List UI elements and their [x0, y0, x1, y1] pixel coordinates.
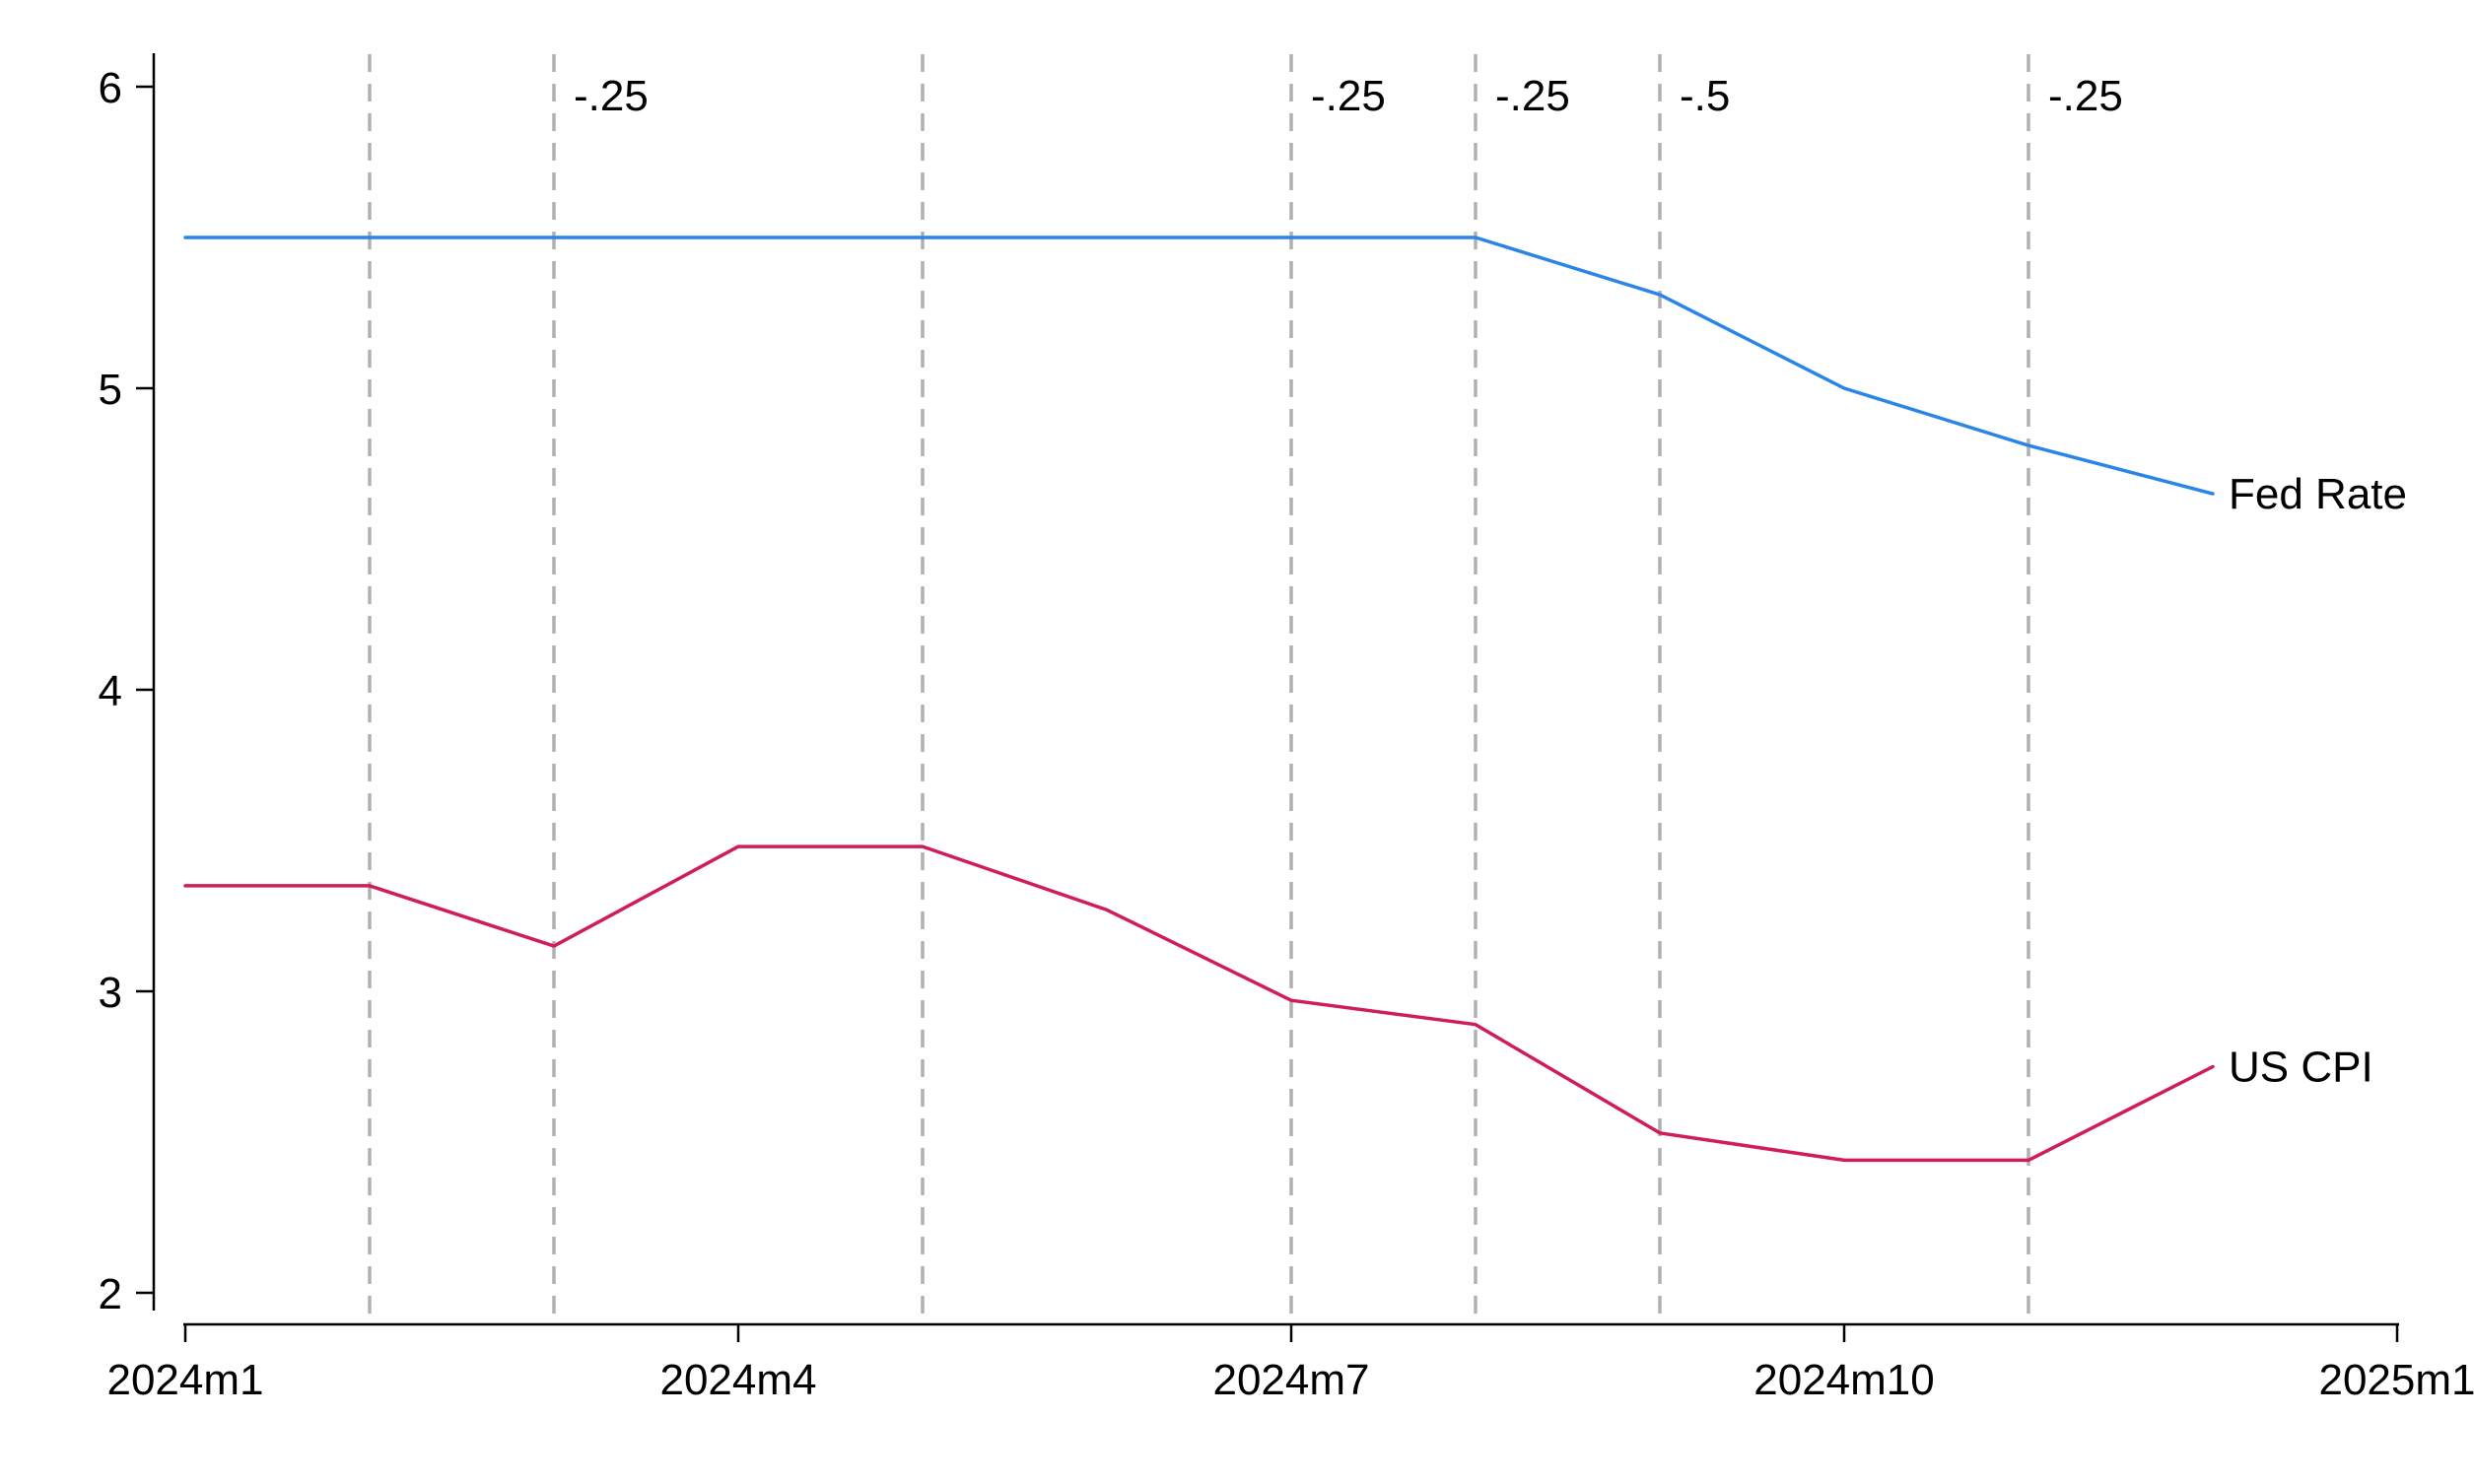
x-tick-label: 2024m10	[1753, 1356, 1934, 1404]
series-line	[183, 236, 2215, 496]
y-tick-label: 4	[99, 667, 122, 715]
cut-annotation: -.5	[1680, 72, 1730, 120]
cut-annotation: -.25	[574, 72, 649, 120]
cut-annotation: -.25	[1495, 72, 1570, 120]
x-tick-label: 2024m4	[659, 1356, 816, 1404]
series-label: US CPI	[2229, 1044, 2373, 1092]
cut-annotation: -.25	[2048, 72, 2123, 120]
cut-annotations: -.25 -.25 -.25 -.5 -.25	[574, 72, 2123, 120]
y-axis-ticks: 2 3 4 5 6	[99, 64, 154, 1318]
axes: 2 3 4 5 6 2024m1 2024m4 2024m7 2024m10 2025m1	[99, 53, 2474, 1404]
y-tick-label: 5	[99, 366, 122, 414]
y-tick-label: 3	[99, 969, 122, 1017]
x-tick-label: 2024m7	[1212, 1356, 1369, 1404]
x-tick-label: 2024m1	[106, 1356, 263, 1404]
series-labels: Fed Rate US CPI	[2229, 470, 2407, 1091]
y-tick-label: 6	[99, 64, 122, 112]
series-line	[183, 844, 2215, 1163]
y-tick-label: 2	[99, 1270, 122, 1318]
x-axis-ticks: 2024m1 2024m4 2024m7 2024m10 2025m1	[106, 1324, 2474, 1404]
cut-markers	[368, 54, 2030, 1324]
series-lines	[183, 236, 2215, 1163]
x-tick-label: 2025m1	[2318, 1356, 2474, 1404]
cut-annotation: -.25	[1311, 72, 1386, 120]
series-label: Fed Rate	[2229, 470, 2407, 518]
